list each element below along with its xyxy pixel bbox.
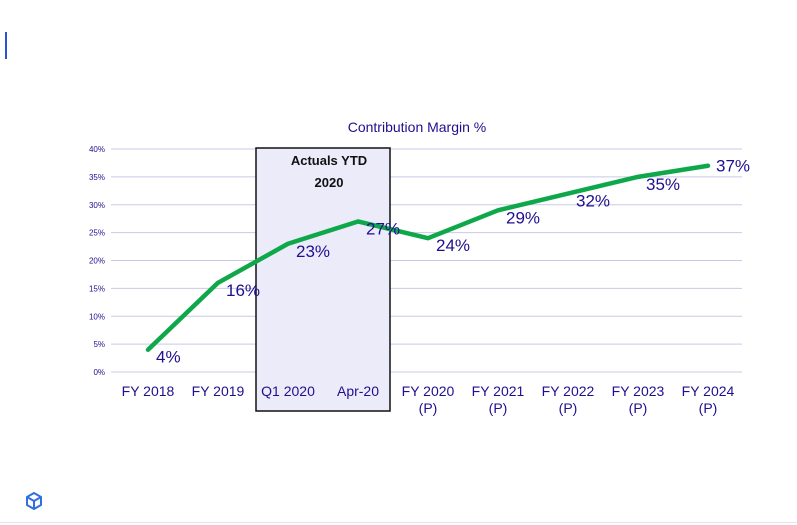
y-tick-label: 0% [93,368,105,377]
x-tick-label: FY 2021 [472,383,525,399]
x-tick-label: (P) [699,400,718,416]
y-tick-label: 25% [89,229,105,238]
y-tick-label: 35% [89,173,105,182]
data-label: 16% [226,281,260,300]
y-axis: 0% 5% 10% 15% 20% 25% 30% 35% 40% [89,145,105,377]
y-tick-label: 10% [89,312,105,321]
bottom-divider [0,522,797,523]
y-tick-label: 40% [89,145,105,154]
series-group [145,163,711,352]
x-tick-label: FY 2024 [682,383,735,399]
data-label: 35% [646,175,680,194]
data-label: 29% [506,208,540,227]
series-line [145,163,711,352]
x-tick-label: FY 2023 [612,383,665,399]
data-label: 23% [296,242,330,261]
x-tick-label: (P) [629,400,648,416]
y-tick-label: 20% [89,257,105,266]
x-tick-label: FY 2018 [122,383,175,399]
grid-lines [111,148,742,373]
x-tick-label: (P) [419,400,438,416]
x-tick-label: FY 2020 [402,383,455,399]
x-axis: FY 2018 FY 2019 Q1 2020 Apr-20 FY 2020(P)FY … [122,383,735,416]
x-tick-label: Apr-20 [337,383,379,399]
x-tick-label: FY 2022 [542,383,595,399]
y-tick-label: 30% [89,201,105,210]
data-label: 24% [436,236,470,255]
annotation-text: Actuals YTD [291,153,367,168]
data-labels: 4% 16% 23% 27% 24% 29% 32% 35% 37% [156,157,750,367]
actuals-highlight-box [255,147,391,412]
x-tick-label: (P) [559,400,578,416]
y-tick-label: 5% [93,340,105,349]
data-label: 27% [366,219,400,238]
data-label: 4% [156,348,181,367]
cube-logo-icon [26,492,42,510]
x-tick-label: Q1 2020 [261,383,315,399]
highlight-group: Actuals YTD 2020 [255,147,391,412]
annotation-text: 2020 [315,175,344,190]
y-tick-label: 15% [89,284,105,293]
accent-bar [5,32,7,59]
x-tick-label: FY 2019 [192,383,245,399]
x-tick-label: (P) [489,400,508,416]
chart-title: Contribution Margin % [348,119,487,135]
data-label: 37% [716,157,750,176]
data-label: 32% [576,192,610,211]
